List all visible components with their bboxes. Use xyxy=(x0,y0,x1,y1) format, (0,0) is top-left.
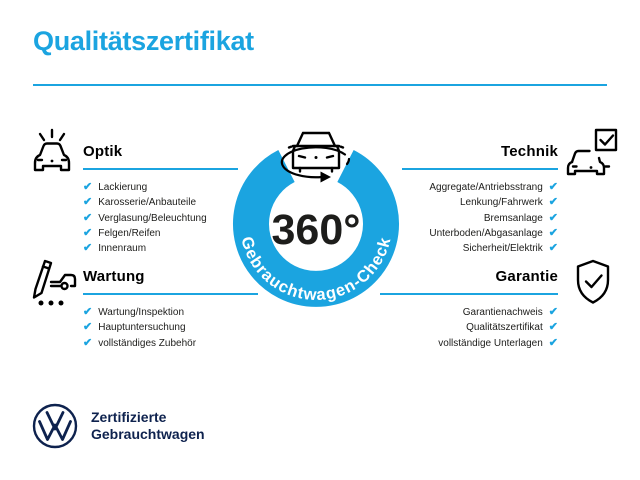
checklist-label: Felgen/Reifen xyxy=(98,228,161,240)
brand-line1: Zertifizierte xyxy=(91,409,167,425)
checklist-label: Lenkung/Fahrwerk xyxy=(459,197,543,209)
section-technik: Technik ✔ Aggregate/Antriebsstrang ✔ Lenku… xyxy=(402,143,558,256)
checklist-item: ✔ Felgen/Reifen xyxy=(83,226,238,241)
checklist-item: ✔ Hauptuntersuchung xyxy=(83,320,258,335)
check-icon: ✔ xyxy=(83,306,93,319)
check-icon: ✔ xyxy=(548,242,558,255)
check-icon: ✔ xyxy=(83,336,93,349)
technik-checklist: ✔ Aggregate/Antriebsstrang ✔ Lenkung/Fahrw… xyxy=(402,180,558,256)
vw-logo xyxy=(32,403,78,449)
ring-arc xyxy=(233,149,399,307)
checklist-item: ✔ Karosserie/Anbauteile xyxy=(83,195,238,210)
checklist-label: Karosserie/Anbauteile xyxy=(98,197,197,209)
check-icon: ✔ xyxy=(83,196,93,209)
checklist-item: ✔ Qualitätszertifikat xyxy=(380,320,558,335)
garantie-checklist: ✔ Garantienachweis ✔ Qualitätszertifikat ✔… xyxy=(380,305,558,351)
header-divider xyxy=(33,84,607,86)
checklist-item: ✔ Verglasung/Beleuchtung xyxy=(83,211,238,226)
checklist-label: Aggregate/Antriebsstrang xyxy=(429,182,543,194)
section-title-garantie: Garantie xyxy=(495,268,558,285)
brand-line2: Gebrauchtwagen xyxy=(91,426,205,442)
section-divider xyxy=(83,168,238,170)
360-check-graphic: Gebrauchtwagen-Check 360° xyxy=(233,131,399,307)
section-garantie: Garantie ✔ Garantienachweis ✔ Qualitätszer… xyxy=(380,268,558,351)
section-title-optik: Optik xyxy=(83,143,123,160)
checklist-label: vollständige Unterlagen xyxy=(438,337,543,349)
car-rotate-icon xyxy=(280,131,351,183)
section-optik: Optik ✔ Lackierung ✔ Karosserie/Anbauteile… xyxy=(83,143,238,256)
checklist-item: ✔ Unterboden/Abgasanlage xyxy=(402,226,558,241)
checklist-label: Wartung/Inspektion xyxy=(98,307,185,319)
checklist-item: ✔ Lackierung xyxy=(83,180,238,195)
checklist-label: Lackierung xyxy=(98,182,148,194)
check-icon: ✔ xyxy=(548,227,558,240)
check-icon: ✔ xyxy=(83,321,93,334)
section-divider xyxy=(83,293,258,295)
shield-check-icon xyxy=(576,259,610,304)
brand-footer: Zertifizierte Gebrauchtwagen xyxy=(32,403,205,449)
section-wartung: Wartung ✔ Wartung/Inspektion ✔ Hauptunters… xyxy=(83,268,258,351)
checklist-label: Garantienachweis xyxy=(462,307,543,319)
checklist-label: Bremsanlage xyxy=(483,212,543,224)
checklist-label: Qualitätszertifikat xyxy=(466,322,543,334)
checklist-item: ✔ Aggregate/Antriebsstrang xyxy=(402,180,558,195)
brand-text: Zertifizierte Gebrauchtwagen xyxy=(91,409,205,443)
checklist-item: ✔ vollständiges Zubehör xyxy=(83,336,258,351)
checklist-item: ✔ vollständige Unterlagen xyxy=(380,336,558,351)
checklist-label: Verglasung/Beleuchtung xyxy=(98,212,207,224)
checklist-item: ✔ Innenraum xyxy=(83,241,238,256)
checklist-item: ✔ Garantienachweis xyxy=(380,305,558,320)
check-icon: ✔ xyxy=(83,211,93,224)
checklist-label: Hauptuntersuchung xyxy=(98,322,186,334)
section-title-technik: Technik xyxy=(501,143,558,160)
checklist-item: ✔ Bremsanlage xyxy=(402,211,558,226)
check-icon: ✔ xyxy=(548,336,558,349)
check-icon: ✔ xyxy=(548,211,558,224)
checklist-label: Sicherheit/Elektrik xyxy=(462,243,543,255)
checklist-item: ✔ Sicherheit/Elektrik xyxy=(402,241,558,256)
check-icon: ✔ xyxy=(548,321,558,334)
section-divider xyxy=(402,168,558,170)
checklist-item: ✔ Wartung/Inspektion xyxy=(83,305,258,320)
section-title-wartung: Wartung xyxy=(83,268,145,285)
checklist-label: vollständiges Zubehör xyxy=(98,337,197,349)
wartung-checklist: ✔ Wartung/Inspektion ✔ Hauptuntersuchung ✔… xyxy=(83,305,258,351)
car-shine-icon xyxy=(33,128,71,172)
page-title: Qualitätszertifikat xyxy=(33,26,254,56)
car-checkbox-icon xyxy=(566,128,618,176)
checklist-label: Innenraum xyxy=(98,243,147,255)
check-icon: ✔ xyxy=(83,227,93,240)
check-icon: ✔ xyxy=(83,242,93,255)
pencil-car-icon xyxy=(32,259,77,306)
section-divider xyxy=(380,293,558,295)
checklist-item: ✔ Lenkung/Fahrwerk xyxy=(402,195,558,210)
check-icon: ✔ xyxy=(83,181,93,194)
check-icon: ✔ xyxy=(548,306,558,319)
optik-checklist: ✔ Lackierung ✔ Karosserie/Anbauteile ✔ Verg… xyxy=(83,180,238,256)
checklist-label: Unterboden/Abgasanlage xyxy=(429,228,543,240)
check-icon: ✔ xyxy=(548,181,558,194)
degree-label: 360° xyxy=(272,206,361,254)
check-icon: ✔ xyxy=(548,196,558,209)
